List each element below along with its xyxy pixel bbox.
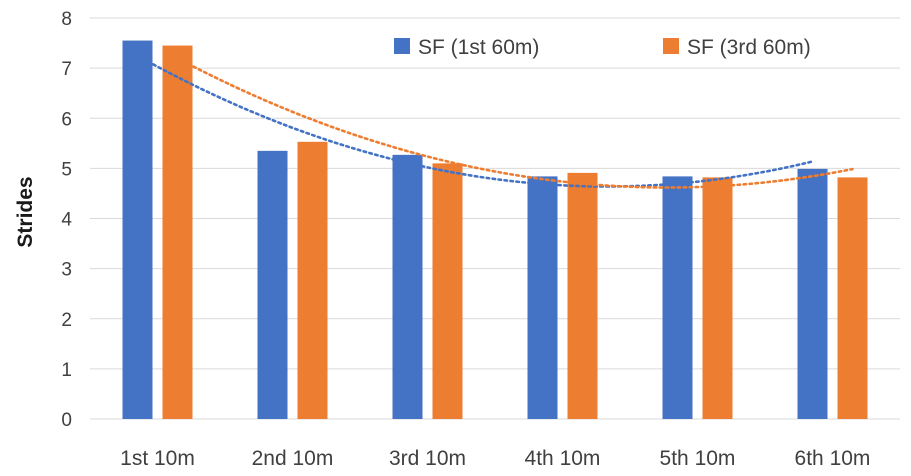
bar-1-5: [662, 176, 693, 419]
bar-2-1: [162, 45, 193, 419]
trendline-2: [176, 57, 854, 189]
y-tick-label: 7: [61, 59, 72, 80]
bar-1-2: [257, 150, 288, 420]
x-axis-ticks: 1st 10m 2nd 10m 3rd 10m 4th 10m 5th 10m 6th 1…: [120, 447, 870, 470]
trendlines: [136, 54, 854, 189]
bar-2-2: [297, 141, 328, 419]
x-tick-label: 1st 10m: [120, 447, 195, 470]
y-tick-label: 4: [61, 210, 72, 231]
legend-swatch-2: [663, 38, 679, 54]
x-tick-label: 2nd 10m: [252, 447, 334, 470]
y-tick-label: 1: [61, 360, 72, 381]
legend-label-2: SF (3rd 60m): [687, 36, 811, 59]
legend-label-1: SF (1st 60m): [418, 36, 539, 59]
bar-1-1: [122, 40, 153, 420]
x-tick-label: 5th 10m: [660, 447, 736, 470]
legend: SF (1st 60m) SF (3rd 60m): [394, 36, 811, 59]
bar-1-4: [527, 176, 558, 419]
bars: [122, 40, 868, 420]
bar-1-6: [797, 168, 828, 419]
gridlines: [90, 17, 900, 420]
bar-2-4: [567, 172, 598, 419]
bar-2-6: [837, 177, 868, 419]
x-tick-label: 3rd 10m: [389, 447, 466, 470]
x-tick-label: 4th 10m: [525, 447, 601, 470]
x-tick-label: 6th 10m: [795, 447, 871, 470]
y-axis-ticks: 0 1 2 3 4 5 6 7 8: [61, 9, 72, 431]
y-tick-label: 3: [61, 260, 72, 281]
bar-2-3: [432, 163, 463, 419]
y-tick-label: 6: [61, 109, 72, 130]
y-tick-label: 2: [61, 310, 72, 331]
y-tick-label: 0: [61, 410, 72, 431]
trendline-1: [136, 54, 814, 188]
legend-swatch-1: [394, 38, 410, 54]
bar-1-3: [392, 154, 423, 419]
y-tick-label: 8: [61, 9, 72, 30]
bar-2-5: [702, 177, 733, 419]
y-axis-title: Strides: [14, 176, 37, 247]
y-tick-label: 5: [61, 159, 72, 180]
